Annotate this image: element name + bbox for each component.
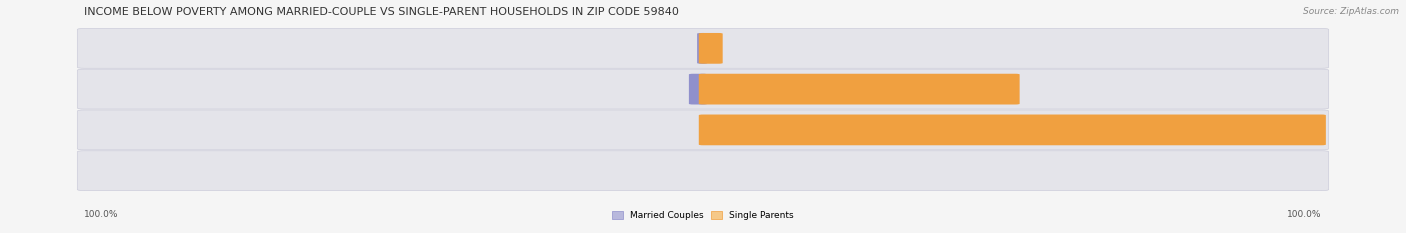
Text: 3 or 4 Children: 3 or 4 Children — [669, 125, 737, 134]
Text: 100.0%: 100.0% — [84, 210, 120, 219]
Text: 50.5%: 50.5% — [1026, 85, 1056, 94]
Text: 0.27%: 0.27% — [661, 44, 690, 53]
Text: 0.0%: 0.0% — [669, 166, 692, 175]
Text: 100.0%: 100.0% — [1279, 125, 1315, 134]
Text: 0.0%: 0.0% — [714, 166, 737, 175]
Text: INCOME BELOW POVERTY AMONG MARRIED-COUPLE VS SINGLE-PARENT HOUSEHOLDS IN ZIP COD: INCOME BELOW POVERTY AMONG MARRIED-COUPL… — [84, 7, 679, 17]
Text: 1.6%: 1.6% — [659, 85, 682, 94]
Text: Source: ZipAtlas.com: Source: ZipAtlas.com — [1303, 7, 1399, 16]
Text: No Children: No Children — [676, 44, 730, 53]
Legend: Married Couples, Single Parents: Married Couples, Single Parents — [609, 208, 797, 224]
Text: 2.5%: 2.5% — [730, 44, 752, 53]
Text: 1 or 2 Children: 1 or 2 Children — [669, 85, 737, 94]
Text: 5 or more Children: 5 or more Children — [661, 166, 745, 175]
Text: 0.0%: 0.0% — [669, 125, 692, 134]
Text: 100.0%: 100.0% — [1286, 210, 1322, 219]
